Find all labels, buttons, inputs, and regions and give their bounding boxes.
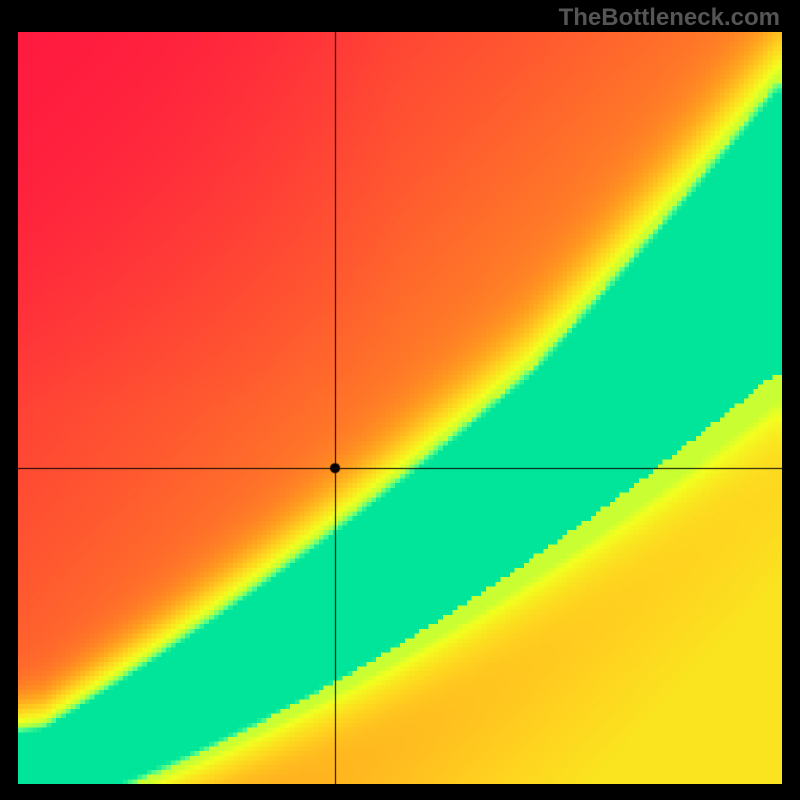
watermark-text: TheBottleneck.com [559, 4, 780, 32]
chart-container: TheBottleneck.com [0, 0, 800, 800]
crosshair-overlay [18, 32, 782, 784]
